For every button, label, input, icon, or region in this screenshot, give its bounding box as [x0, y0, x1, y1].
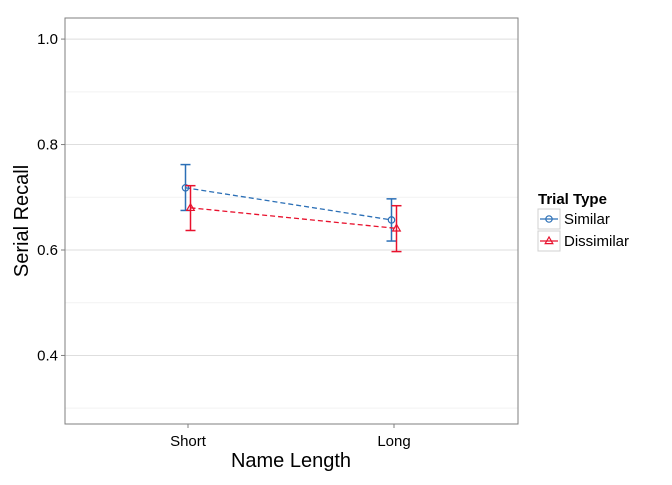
y-tick-label: 0.6 [37, 242, 58, 259]
y-axis: 0.4 0.6 0.8 1.0 [37, 31, 65, 364]
legend-key-marker [545, 215, 553, 223]
y-tick-label: 0.8 [37, 137, 58, 154]
legend-label: Dissimilar [564, 233, 629, 250]
series-line [190, 207, 397, 230]
series-line [185, 187, 392, 221]
y-tick-label: 0.4 [37, 347, 58, 364]
panel-background [65, 18, 518, 424]
data-point [391, 223, 402, 232]
legend-label: Similar [564, 211, 610, 228]
x-axis-label: Name Length [231, 450, 351, 472]
series-layer [180, 163, 402, 253]
grid-major [65, 38, 518, 356]
data-point [181, 183, 190, 192]
panel-border [64, 17, 519, 425]
legend-item-dissimilar: Dissimilar [537, 230, 629, 252]
legend-item-similar: Similar [537, 208, 610, 230]
grid-minor [65, 91, 518, 409]
data-point [387, 216, 396, 224]
data-point [185, 202, 196, 212]
series-similar [180, 163, 397, 242]
legend: Trial Type Similar Dissimilar [537, 191, 629, 252]
x-tick-label: Short [170, 433, 207, 450]
y-axis-label: Serial Recall [11, 165, 33, 277]
series-dissimilar [185, 184, 402, 253]
legend-items: Similar Dissimilar [537, 208, 629, 252]
y-tick-label: 1.0 [37, 31, 58, 48]
legend-title: Trial Type [538, 191, 607, 208]
x-axis: Short Long [170, 424, 411, 450]
legend-key-marker [544, 235, 554, 245]
x-tick-label: Long [377, 433, 410, 450]
